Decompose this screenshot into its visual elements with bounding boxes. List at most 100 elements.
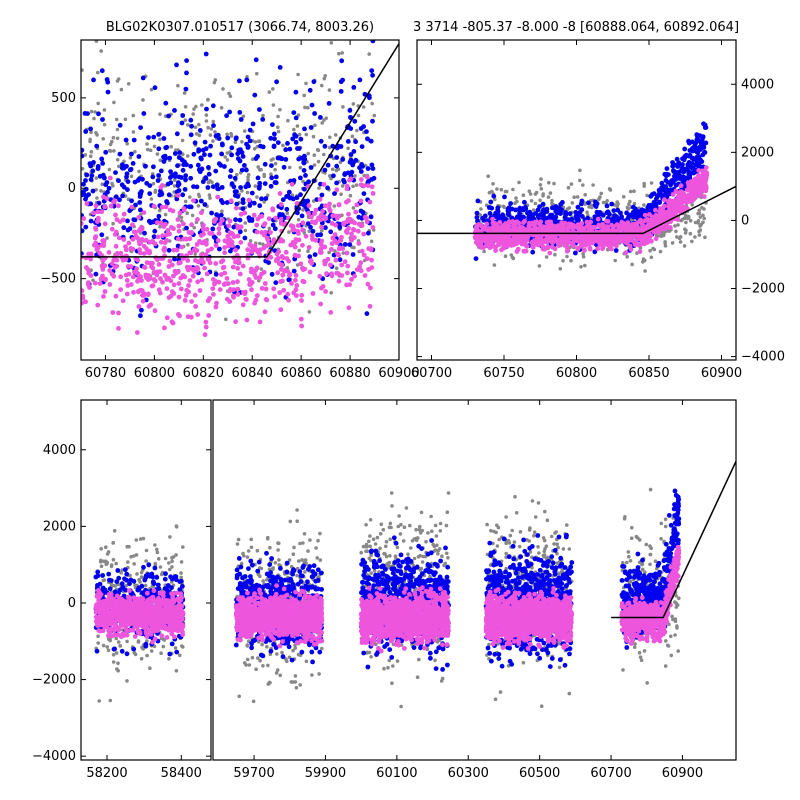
point-blue	[269, 175, 275, 181]
point-pink	[306, 203, 312, 209]
point-pink	[497, 220, 503, 225]
point-pink	[483, 227, 489, 232]
point-grey	[101, 137, 105, 141]
point-blue	[117, 151, 123, 157]
point-pink	[242, 291, 248, 297]
point-pink	[81, 295, 86, 301]
point-blue	[286, 189, 292, 195]
point-blue	[293, 133, 299, 139]
point-blue	[312, 252, 318, 257]
point-blue	[124, 174, 129, 180]
point-blue	[86, 192, 91, 198]
point-blue	[157, 192, 163, 198]
point-blue	[89, 173, 95, 179]
point-blue	[322, 143, 328, 149]
point-pink	[254, 293, 260, 298]
point-pink	[126, 240, 132, 246]
point-pink	[367, 303, 373, 309]
point-blue	[180, 192, 186, 198]
point-blue	[263, 196, 269, 201]
point-pink	[139, 225, 145, 231]
point-pink	[210, 286, 216, 291]
point-grey	[139, 656, 144, 661]
point-blue	[341, 177, 346, 183]
point-pink	[519, 238, 525, 244]
point-pink	[222, 270, 228, 276]
point-pink	[272, 294, 278, 299]
point-blue	[334, 163, 340, 169]
point-grey	[257, 278, 261, 283]
point-blue	[670, 177, 676, 183]
point-pink	[245, 247, 251, 253]
point-blue	[156, 132, 162, 137]
y-tick-label: 500	[51, 91, 76, 106]
point-blue	[279, 156, 285, 162]
point-blue	[681, 169, 687, 175]
point-blue	[127, 208, 133, 214]
point-blue	[517, 211, 522, 216]
point-blue	[152, 85, 158, 91]
point-grey	[233, 140, 238, 144]
point-blue	[500, 215, 506, 220]
point-blue	[237, 78, 242, 84]
point-pink	[481, 238, 487, 243]
point-blue	[361, 124, 366, 129]
point-grey	[163, 556, 168, 561]
point-grey	[591, 183, 595, 187]
point-blue	[113, 170, 118, 176]
point-blue	[206, 165, 211, 170]
point-grey	[285, 211, 290, 215]
point-blue	[210, 103, 216, 109]
point-pink	[309, 219, 315, 225]
point-blue	[242, 235, 248, 241]
point-blue	[257, 203, 263, 209]
point-pink	[661, 203, 667, 209]
point-blue	[88, 201, 94, 207]
point-pink	[257, 319, 263, 325]
point-pink	[189, 299, 195, 304]
point-pink	[498, 225, 504, 230]
point-pink	[358, 268, 364, 274]
point-blue	[657, 200, 662, 206]
point-pink	[342, 259, 348, 265]
point-pink	[306, 245, 312, 250]
point-blue	[281, 164, 287, 170]
point-pink	[160, 233, 166, 239]
point-blue	[233, 217, 239, 223]
point-pink	[293, 253, 299, 258]
point-blue	[347, 108, 353, 113]
point-pink	[687, 198, 693, 204]
point-blue	[176, 181, 182, 187]
point-blue	[369, 162, 375, 168]
point-blue	[302, 198, 307, 204]
point-grey	[158, 158, 163, 163]
point-blue	[172, 108, 177, 113]
point-blue	[88, 177, 94, 183]
point-pink	[619, 223, 624, 228]
point-pink	[240, 263, 246, 269]
point-blue	[138, 125, 144, 130]
point-pink	[130, 246, 136, 252]
point-pink	[290, 240, 296, 245]
point-blue	[125, 227, 131, 233]
point-grey	[259, 267, 264, 271]
point-blue	[604, 203, 610, 209]
point-grey	[148, 148, 153, 153]
point-grey	[663, 244, 668, 248]
point-pink	[550, 236, 555, 241]
point-blue	[210, 226, 216, 232]
point-blue	[286, 277, 292, 283]
point-grey	[115, 79, 120, 83]
point-blue	[338, 79, 344, 85]
point-grey	[112, 529, 117, 533]
point-pink	[585, 223, 591, 229]
point-grey	[258, 241, 262, 246]
point-blue	[345, 139, 351, 144]
point-grey	[351, 206, 356, 210]
point-pink	[566, 221, 572, 227]
point-grey	[296, 217, 301, 222]
point-pink	[93, 225, 98, 231]
point-blue	[213, 271, 219, 277]
